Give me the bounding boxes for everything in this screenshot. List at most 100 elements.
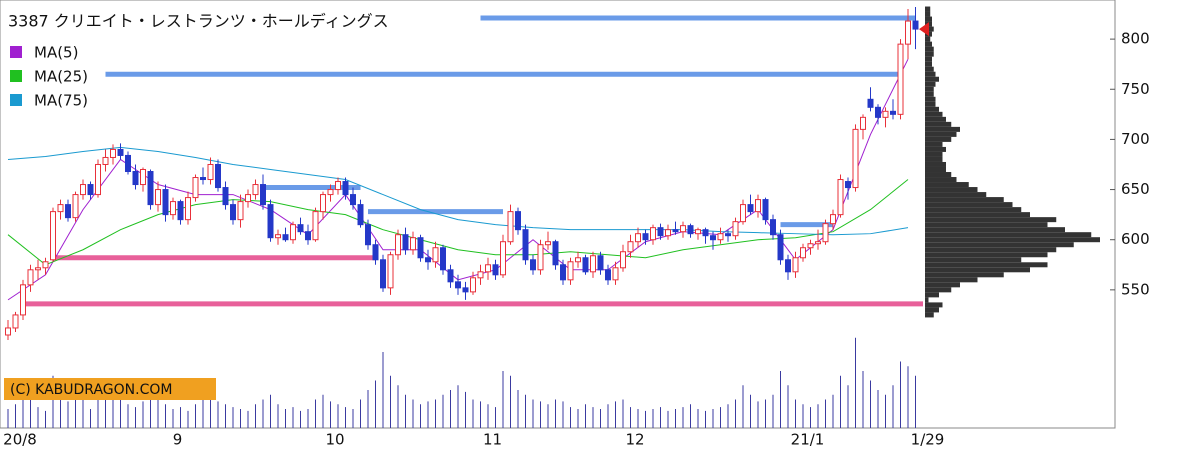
candle-body [185,197,191,221]
candle-body [327,189,334,196]
candle-body [492,264,499,276]
candle-body [5,327,11,336]
candle-body [357,204,364,226]
candle-body [410,237,416,251]
volume-bar [202,399,204,428]
volume-bar [562,401,564,428]
volume-bar [570,407,571,428]
candle-body [770,219,776,236]
candle-body [635,233,641,243]
volume-bar [615,401,616,428]
profile-bar [925,96,936,102]
volume-bar [645,410,646,428]
volume-bar [862,371,864,428]
last-price-marker [919,22,929,37]
candle-body [267,204,274,239]
volume-bar [450,390,451,428]
volume-bar [232,407,234,428]
volume-bar [547,404,549,428]
profile-bar [925,197,1004,203]
candle-body [387,254,394,289]
profile-bar [925,26,934,32]
volume-bar [217,401,219,428]
volume-bar [600,409,601,428]
profile-bar [925,312,934,318]
profile-bar [925,71,936,77]
profile-bar [925,56,932,62]
volume-bar [127,404,129,428]
candle-body [897,43,904,115]
volume-bar [907,366,909,428]
profile-bar [925,257,1022,263]
x-tick-label: 11 [483,431,502,449]
volume-bar [577,409,579,428]
candle-body [702,229,709,237]
volume-bar [187,410,189,428]
candle-body [65,204,71,219]
volume-bar [105,380,106,428]
volume-bar [277,404,279,428]
profile-bar [925,66,934,72]
profile-bar [925,161,946,167]
volume-bar [825,399,826,428]
legend-label: MA(5) [34,44,78,62]
candle-body [312,211,319,241]
volume-bar [97,385,99,428]
profile-bar [925,297,929,303]
candle-body [717,233,724,241]
volume-bar [307,409,309,428]
candle-body [687,225,694,235]
volume-bar [517,390,519,428]
candle-body [777,234,784,261]
profile-bar [925,16,932,22]
volume-bar [390,375,391,428]
volume-bar [637,409,639,428]
candle-body [522,229,529,261]
candle-body [545,241,551,246]
candle-body [447,269,454,283]
volume-bar [225,404,226,428]
profile-bar [925,76,939,82]
volume-bar [495,407,496,428]
volume-bar [112,391,114,428]
x-tick-label: 9 [173,431,183,449]
profile-bar [925,237,1100,243]
candle-body [507,211,514,243]
volume-bar [652,409,654,428]
x-tick-label: 20/8 [3,431,37,449]
candle-body [87,184,94,196]
candle-body [845,181,851,189]
candle-body [155,189,161,206]
volume-bar [675,409,676,428]
candle-body [27,269,34,286]
candle-body [627,241,634,253]
volume-bar [540,401,541,428]
candle-body [657,227,664,237]
profile-bar [925,106,939,112]
profile-bar [925,207,1022,213]
volume-bar [142,401,144,428]
candle-body [680,225,686,233]
volume-bar [840,375,841,428]
candle-body [672,229,679,233]
candle-body [792,257,799,273]
volume-bar [285,409,286,428]
volume-bar [330,401,331,428]
profile-bar [925,282,960,288]
profile-bar [925,41,932,47]
copyright: (C) KABUDRAGON.COM [10,382,172,398]
candle-body [42,261,49,269]
candle-body [170,201,176,216]
x-tick-label: 12 [625,431,644,449]
candle-body [605,269,611,281]
volume-bar [765,399,766,428]
candle-body [215,163,221,189]
volume-bar [247,410,249,428]
volume-bar [82,394,84,428]
volume-bar [780,371,781,428]
candle-body [530,259,536,271]
profile-bar [925,232,1092,238]
candle-body [785,259,791,273]
candle-body [372,244,379,261]
